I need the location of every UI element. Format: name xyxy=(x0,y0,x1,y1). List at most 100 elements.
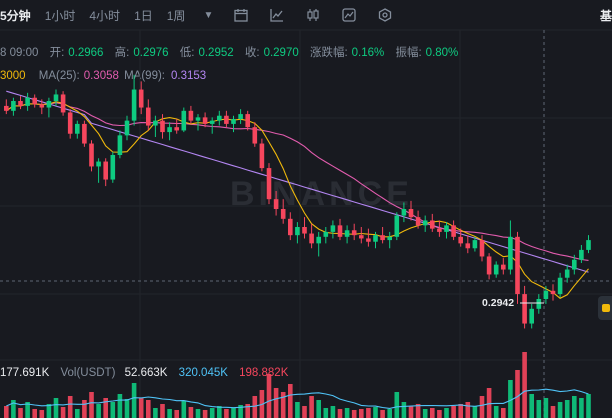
volume-bar xyxy=(344,408,350,418)
candle-body xyxy=(295,227,300,236)
high-label: 高: xyxy=(114,47,130,59)
candle-body xyxy=(188,110,194,121)
ohlc-info: 8 09:00 开: 0.2966 高: 0.2976 低: 0.2952 收: 0.2… xyxy=(0,44,458,60)
line-chart-icon[interactable] xyxy=(269,7,285,23)
volume-bar xyxy=(202,410,208,418)
candle-body xyxy=(344,230,350,237)
volume-bar xyxy=(131,383,137,418)
candle-body xyxy=(138,89,144,108)
caret-down-icon[interactable]: ▼ xyxy=(203,9,214,21)
ma25-value: 0.3058 xyxy=(83,70,119,82)
candle-body xyxy=(25,97,30,106)
candle-body xyxy=(543,290,549,299)
volume-bar xyxy=(401,402,407,418)
interval-4h[interactable]: 4小时 xyxy=(89,8,121,23)
volume-bar xyxy=(138,398,144,418)
volume-bar xyxy=(75,409,80,418)
volume-bar xyxy=(444,408,449,418)
candlestick-icon[interactable] xyxy=(305,7,321,23)
candle-body xyxy=(160,120,165,133)
volume-bar xyxy=(437,410,442,418)
volume-bar xyxy=(330,406,336,418)
candle-body xyxy=(401,209,407,216)
indicator-settings-icon[interactable] xyxy=(341,7,357,23)
interval-1w[interactable]: 1周 xyxy=(166,8,186,23)
amplitude-value: 0.80% xyxy=(425,47,459,59)
ma99-value: 0.3153 xyxy=(171,70,207,82)
chart-toolbar: 5分钟 1小时 4小时 1日 1周 ▼ 基 xyxy=(0,0,612,30)
interval-5m[interactable]: 5分钟 xyxy=(0,8,31,23)
volume-bar xyxy=(564,400,570,418)
volume-info: 177.691K Vol(USDT) 52.663K 320.045K 198.… xyxy=(0,367,288,379)
candle-body xyxy=(181,110,187,131)
candle-body xyxy=(124,120,130,136)
volume-bar xyxy=(32,409,37,418)
calendar-icon[interactable] xyxy=(233,7,249,23)
candle-body xyxy=(174,127,179,131)
candle-body xyxy=(394,215,400,237)
volume-ma-line xyxy=(6,388,589,409)
candle-body xyxy=(231,119,236,124)
candle-body xyxy=(493,264,499,275)
volume-bar xyxy=(53,398,59,418)
candle-body xyxy=(288,218,293,236)
candle-body xyxy=(209,120,215,124)
low-label: 低: xyxy=(179,47,195,59)
volume-ma10: 198.882K xyxy=(239,367,289,379)
amplitude-label: 振幅: xyxy=(395,47,422,59)
interval-1h[interactable]: 1小时 xyxy=(44,8,76,23)
candle-body xyxy=(4,105,9,111)
open-value: 0.2966 xyxy=(68,47,104,59)
volume-bar xyxy=(515,370,520,418)
symbol-tab[interactable]: 基 xyxy=(599,9,612,23)
volume-bar xyxy=(160,404,165,418)
candle-body xyxy=(245,114,250,128)
candle-body xyxy=(572,259,577,270)
volume-bar xyxy=(472,406,478,418)
volume-bar xyxy=(124,399,130,418)
volume-bar xyxy=(366,408,371,418)
volume-label: Vol(USDT) xyxy=(60,367,116,379)
volume-usdt: 52.663K xyxy=(124,367,168,379)
volume-bar xyxy=(146,400,151,418)
volume-bar xyxy=(586,394,591,418)
side-panel-handle[interactable] xyxy=(598,296,612,320)
candle-body xyxy=(351,230,357,236)
candle-body xyxy=(486,256,492,275)
volume-bar xyxy=(572,396,577,418)
candle-body xyxy=(465,243,471,249)
hexagon-settings-icon[interactable] xyxy=(377,7,393,23)
volume-bar xyxy=(181,401,187,418)
volume-bar xyxy=(195,409,201,418)
volume-bar xyxy=(557,402,563,418)
candle-body xyxy=(501,264,506,270)
candle-body xyxy=(430,220,435,229)
candle-body xyxy=(60,94,66,113)
candle-body xyxy=(75,123,80,134)
interval-1d[interactable]: 1日 xyxy=(134,8,153,23)
candle-body xyxy=(67,112,73,134)
candle-body xyxy=(479,240,485,257)
candle-body xyxy=(89,143,94,167)
candle-body xyxy=(217,115,222,121)
volume-bar xyxy=(39,410,45,418)
volume-bar xyxy=(295,402,300,418)
candle-body xyxy=(167,127,172,133)
volume-base: 177.691K xyxy=(0,367,50,379)
volume-bar xyxy=(501,408,506,418)
volume-bar xyxy=(387,409,392,418)
ma25-line xyxy=(5,102,589,261)
candle-body xyxy=(380,235,385,241)
volume-bar xyxy=(451,406,456,418)
candle-body xyxy=(131,89,137,121)
candle-body xyxy=(508,236,513,270)
volume-bar xyxy=(46,404,52,418)
candle-body xyxy=(415,217,421,226)
ma-info: 3000 MA(25): 0.3058 MA(99): 0.3153 xyxy=(0,70,206,82)
candle-body xyxy=(451,225,456,237)
volume-bar xyxy=(508,380,513,418)
candle-body xyxy=(458,236,463,244)
volume-bar xyxy=(209,408,215,418)
volume-bar xyxy=(167,409,172,418)
